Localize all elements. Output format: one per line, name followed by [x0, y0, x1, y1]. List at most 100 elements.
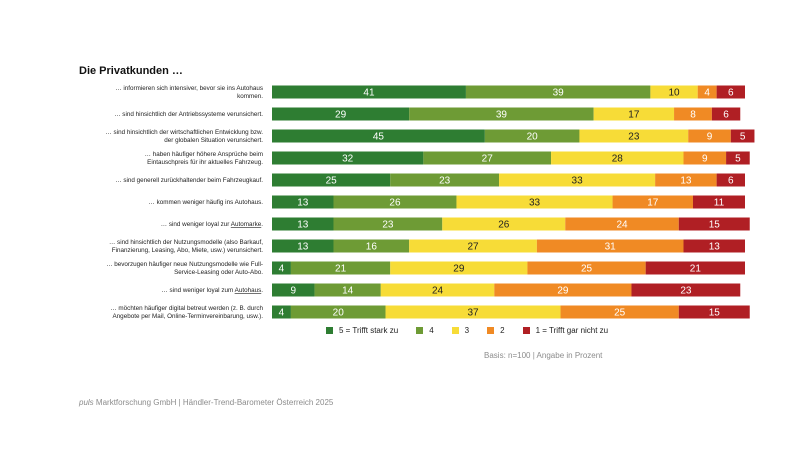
bar-value-label: 17	[647, 198, 659, 209]
bar-value-label: 4	[279, 264, 285, 275]
bar-segment	[565, 217, 679, 231]
bar-segment	[730, 129, 755, 143]
bar-value-label: 41	[363, 88, 375, 99]
bar-segment	[536, 239, 684, 253]
bar-value-label: 13	[297, 220, 309, 231]
bar-segment	[272, 129, 485, 143]
bar-value-label: 9	[702, 154, 708, 165]
bar-value-label: 23	[628, 132, 640, 143]
category-label: … sind weniger loyal zum Autohaus.	[161, 287, 263, 294]
bar-segment	[726, 151, 750, 165]
bar-segment	[272, 195, 334, 209]
basis-note: Basis: n=100 | Angabe in Prozent	[484, 351, 603, 360]
bar-value-label: 9	[707, 132, 713, 143]
category-label: … informieren sich intensiver, bevor sie…	[115, 85, 263, 100]
bar-value-label: 32	[342, 154, 354, 165]
bar-value-label: 15	[709, 308, 721, 319]
bar-segment	[678, 217, 750, 231]
bar-segment	[579, 129, 689, 143]
bar-value-label: 9	[291, 286, 297, 297]
bar-segment	[697, 85, 717, 99]
bar-segment	[272, 173, 391, 187]
bar-value-label: 26	[498, 220, 510, 231]
bar-segment	[560, 305, 679, 319]
bar-segment	[423, 151, 552, 165]
bar-value-label: 8	[690, 110, 696, 121]
bar-value-label: 33	[529, 198, 541, 209]
bar-segment	[484, 129, 580, 143]
bar-value-label: 16	[366, 242, 378, 253]
bar-value-label: 39	[496, 110, 508, 121]
bar-segment	[683, 151, 727, 165]
bar-segment	[593, 107, 675, 121]
bar-segment	[272, 283, 315, 297]
bar-segment	[272, 305, 291, 319]
footer-source: puls Marktforschung GmbH | Händler-Trend…	[79, 398, 333, 407]
bar-segment	[678, 305, 750, 319]
legend-swatch	[487, 327, 495, 334]
legend-item: 4	[416, 326, 434, 335]
legend-item: 1 = Trifft gar nicht zu	[522, 326, 609, 335]
legend-label: 3	[464, 326, 470, 335]
legend-item: 5 = Trifft stark zu	[326, 326, 398, 335]
bar-segment	[333, 239, 410, 253]
bar-segment	[527, 261, 646, 275]
bar-value-label: 13	[709, 242, 721, 253]
bar-value-label: 15	[709, 220, 721, 231]
category-label: … haben häufiger höhere Ansprüche beim Ei…	[145, 151, 264, 166]
bar-value-label: 31	[605, 242, 617, 253]
bar-value-label: 13	[680, 176, 692, 187]
bar-segment	[290, 305, 386, 319]
bar-value-label: 29	[335, 110, 347, 121]
bar-segment	[692, 195, 745, 209]
bar-segment	[409, 239, 537, 253]
bar-segment	[465, 85, 651, 99]
chart-legend: 5 = Trifft stark zu 4 3 2 1 = Trifft gar nic…	[326, 326, 626, 335]
bar-segment	[385, 305, 561, 319]
bar-value-label: 27	[482, 154, 494, 165]
bar-segment	[333, 217, 443, 231]
stacked-bar-chart: … informieren sich intensiver, bevor sie…	[106, 85, 755, 320]
bar-segment	[631, 283, 741, 297]
footer-text: Marktforschung GmbH | Händler-Trend-Baro…	[93, 398, 334, 407]
bar-segment	[711, 107, 741, 121]
bar-value-label: 26	[389, 198, 401, 209]
bar-segment	[499, 173, 656, 187]
bar-value-label: 17	[628, 110, 640, 121]
bar-segment	[650, 85, 698, 99]
bar-value-label: 5	[735, 154, 741, 165]
bar-value-label: 27	[467, 242, 479, 253]
bar-value-label: 6	[723, 110, 729, 121]
bar-value-label: 37	[467, 308, 479, 319]
legend-swatch	[416, 327, 424, 334]
legend-item: 2	[487, 326, 505, 335]
category-label: … sind hinsichtlich der Antriebssysteme …	[114, 111, 263, 118]
bar-segment	[333, 195, 457, 209]
bar-segment	[551, 151, 684, 165]
legend-swatch	[451, 327, 459, 334]
bar-segment	[409, 107, 594, 121]
bar-value-label: 10	[668, 88, 680, 99]
bar-value-label: 24	[616, 220, 628, 231]
bar-value-label: 4	[279, 308, 285, 319]
bar-value-label: 6	[728, 176, 734, 187]
bar-value-label: 25	[326, 176, 338, 187]
bar-value-label: 21	[335, 264, 347, 275]
bar-value-label: 24	[432, 286, 444, 297]
bar-segment	[380, 283, 495, 297]
category-label: … sind weniger loyal zur Automarke.	[161, 221, 263, 228]
bar-segment	[314, 283, 381, 297]
bar-segment	[390, 261, 528, 275]
bar-segment	[272, 107, 410, 121]
bar-value-label: 14	[342, 286, 354, 297]
bar-segment	[716, 173, 745, 187]
category-label: … bevorzugen häufiger neue Nutzungsmodel…	[106, 261, 263, 276]
legend-label: 1 = Trifft gar nicht zu	[535, 326, 609, 335]
bar-segment	[688, 129, 731, 143]
bar-value-label: 39	[553, 88, 565, 99]
bar-value-label: 45	[373, 132, 385, 143]
bar-value-label: 20	[527, 132, 539, 143]
legend-label: 2	[500, 326, 505, 335]
bar-segment	[716, 85, 745, 99]
legend-swatch	[522, 327, 530, 334]
